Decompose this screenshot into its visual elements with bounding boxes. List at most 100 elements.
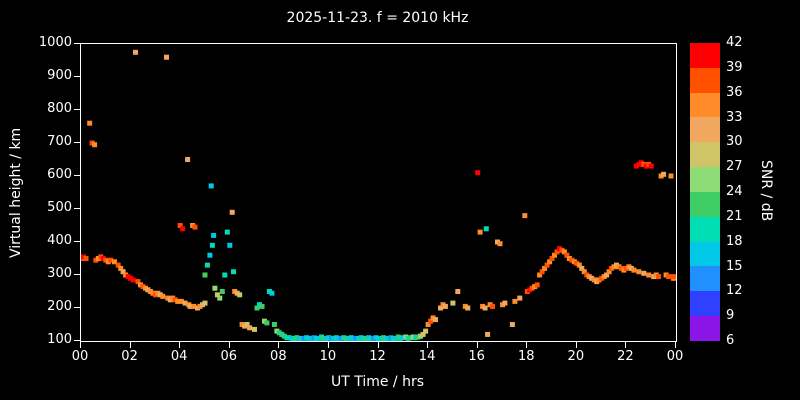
y-tick-mark bbox=[74, 208, 80, 209]
y-tick-mark bbox=[74, 175, 80, 176]
scatter-point bbox=[219, 289, 225, 294]
colorbar-segment bbox=[690, 117, 720, 143]
scatter-point bbox=[477, 229, 483, 235]
scatter-point bbox=[534, 282, 540, 288]
scatter-point bbox=[191, 303, 197, 309]
scatter-point bbox=[428, 318, 434, 324]
scatter-point bbox=[423, 328, 429, 334]
scatter-point bbox=[636, 269, 642, 275]
scatter-point bbox=[502, 300, 508, 306]
colorbar-tick-label: 36 bbox=[726, 84, 743, 100]
scatter-point bbox=[202, 300, 208, 306]
x-tick-mark bbox=[129, 342, 131, 348]
x-tick-mark bbox=[228, 342, 230, 348]
scatter-point bbox=[539, 269, 545, 275]
scatter-point bbox=[646, 272, 652, 278]
scatter-point bbox=[475, 170, 481, 176]
y-tick-label: 1000 bbox=[38, 35, 72, 50]
x-tick-label: 10 bbox=[319, 349, 337, 364]
x-tick-mark bbox=[526, 342, 528, 348]
colorbar bbox=[690, 43, 720, 341]
scatter-point bbox=[115, 262, 121, 268]
chart-title: 2025-11-23. f = 2010 kHz bbox=[286, 10, 469, 26]
colorbar-tick-label: 6 bbox=[726, 333, 735, 348]
scatter-point bbox=[542, 265, 548, 271]
y-tick-label: 100 bbox=[47, 332, 72, 347]
scatter-point bbox=[490, 303, 495, 309]
scatter-point bbox=[87, 120, 93, 126]
scatter-point bbox=[252, 326, 257, 332]
scatter-point bbox=[450, 300, 456, 306]
x-tick-mark bbox=[476, 342, 478, 348]
scatter-point bbox=[497, 241, 503, 247]
scatter-point bbox=[438, 305, 443, 311]
colorbar-segment bbox=[690, 167, 720, 192]
scatter-point bbox=[537, 272, 543, 278]
scatter-point bbox=[178, 298, 184, 304]
colorbar-segment bbox=[690, 241, 720, 267]
scatter-point bbox=[576, 262, 582, 268]
scatter-point bbox=[581, 269, 587, 275]
scatter-point bbox=[554, 249, 560, 255]
scatter-point bbox=[180, 226, 186, 232]
scatter-point bbox=[281, 333, 287, 339]
scatter-point bbox=[509, 322, 515, 327]
colorbar-segment bbox=[690, 142, 720, 168]
scatter-point bbox=[217, 295, 223, 301]
y-tick-label: 200 bbox=[47, 299, 72, 314]
colorbar-tick-label: 33 bbox=[726, 109, 743, 125]
y-tick-label: 700 bbox=[47, 134, 72, 149]
scatter-point bbox=[522, 213, 528, 219]
y-tick-label: 300 bbox=[47, 266, 72, 281]
colorbar-segment bbox=[690, 316, 720, 341]
scatter-point bbox=[152, 292, 158, 298]
scatter-point bbox=[204, 262, 210, 268]
scatter-point bbox=[120, 269, 126, 275]
scatter-point bbox=[208, 183, 214, 189]
colorbar-tick-label: 21 bbox=[726, 208, 743, 224]
colorbar-tick-label: 27 bbox=[726, 159, 743, 175]
scatter-point bbox=[150, 290, 156, 296]
x-tick-label: 22 bbox=[617, 349, 634, 364]
colorbar-tick-label: 12 bbox=[726, 283, 743, 299]
scatter-point bbox=[641, 270, 647, 276]
y-tick-label: 900 bbox=[47, 68, 72, 83]
scatter-point bbox=[631, 267, 637, 273]
scatter-point bbox=[133, 49, 138, 55]
scatter-point bbox=[517, 295, 523, 301]
y-tick-label: 400 bbox=[47, 233, 72, 248]
x-tick-label: 00 bbox=[666, 349, 684, 364]
x-tick-label: 14 bbox=[418, 349, 436, 364]
y-tick-mark bbox=[74, 142, 80, 143]
scatter-point bbox=[227, 242, 233, 248]
x-tick-mark bbox=[179, 342, 181, 348]
y-tick-mark bbox=[74, 109, 80, 110]
scatter-point bbox=[175, 298, 181, 304]
colorbar-segment bbox=[690, 43, 720, 68]
scatter-point bbox=[648, 163, 654, 169]
scatter-point bbox=[118, 265, 124, 271]
scatter-point bbox=[661, 171, 667, 177]
scatter-point bbox=[185, 157, 191, 162]
x-tick-mark bbox=[80, 342, 81, 348]
scatter-point bbox=[264, 320, 270, 326]
y-tick-mark bbox=[74, 274, 80, 275]
scatter-point bbox=[237, 292, 243, 298]
colorbar-label: SNR / dB bbox=[758, 160, 774, 222]
colorbar-tick-label: 39 bbox=[726, 59, 743, 75]
scatter-point bbox=[668, 173, 674, 179]
scatter-point bbox=[211, 232, 217, 238]
scatter-point bbox=[276, 330, 282, 336]
y-tick-label: 600 bbox=[47, 167, 72, 182]
scatter-points-layer bbox=[81, 49, 676, 341]
scatter-point bbox=[485, 331, 491, 337]
x-tick-mark bbox=[675, 342, 676, 348]
scatter-point bbox=[482, 305, 488, 311]
scatter-point bbox=[222, 272, 228, 278]
scatter-point bbox=[564, 252, 570, 258]
scatter-point bbox=[209, 242, 215, 248]
x-tick-mark bbox=[575, 342, 577, 348]
x-tick-mark bbox=[377, 342, 379, 348]
y-tick-mark bbox=[74, 307, 80, 308]
